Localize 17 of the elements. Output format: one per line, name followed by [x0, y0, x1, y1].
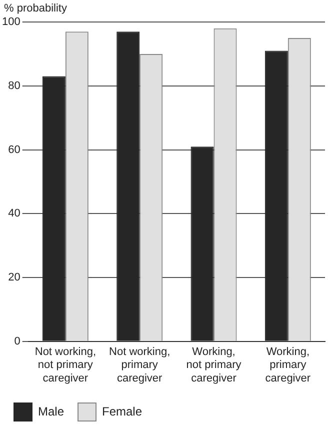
legend-label: Male — [38, 404, 64, 418]
y-tick-label: 60 — [8, 144, 20, 156]
bar — [116, 32, 140, 341]
y-tick-label: 100 — [2, 16, 20, 28]
legend-label: Female — [102, 404, 142, 418]
x-tick-label: Working, primary caregiver — [265, 346, 311, 384]
bar — [190, 146, 214, 341]
bar — [264, 50, 288, 341]
y-tick-label: 0 — [14, 335, 20, 348]
x-tick-label: Working, not primary caregiver — [186, 346, 242, 384]
x-tick-label: Not working, primary caregiver — [109, 346, 170, 384]
y-tick-label: 40 — [8, 208, 20, 220]
y-tick-label: 80 — [8, 80, 20, 92]
y-tick-label: 20 — [8, 272, 20, 284]
x-tick-label: Not working, not primary caregiver — [34, 346, 96, 384]
bar — [42, 76, 66, 341]
y-axis-title: % probability — [4, 2, 68, 15]
